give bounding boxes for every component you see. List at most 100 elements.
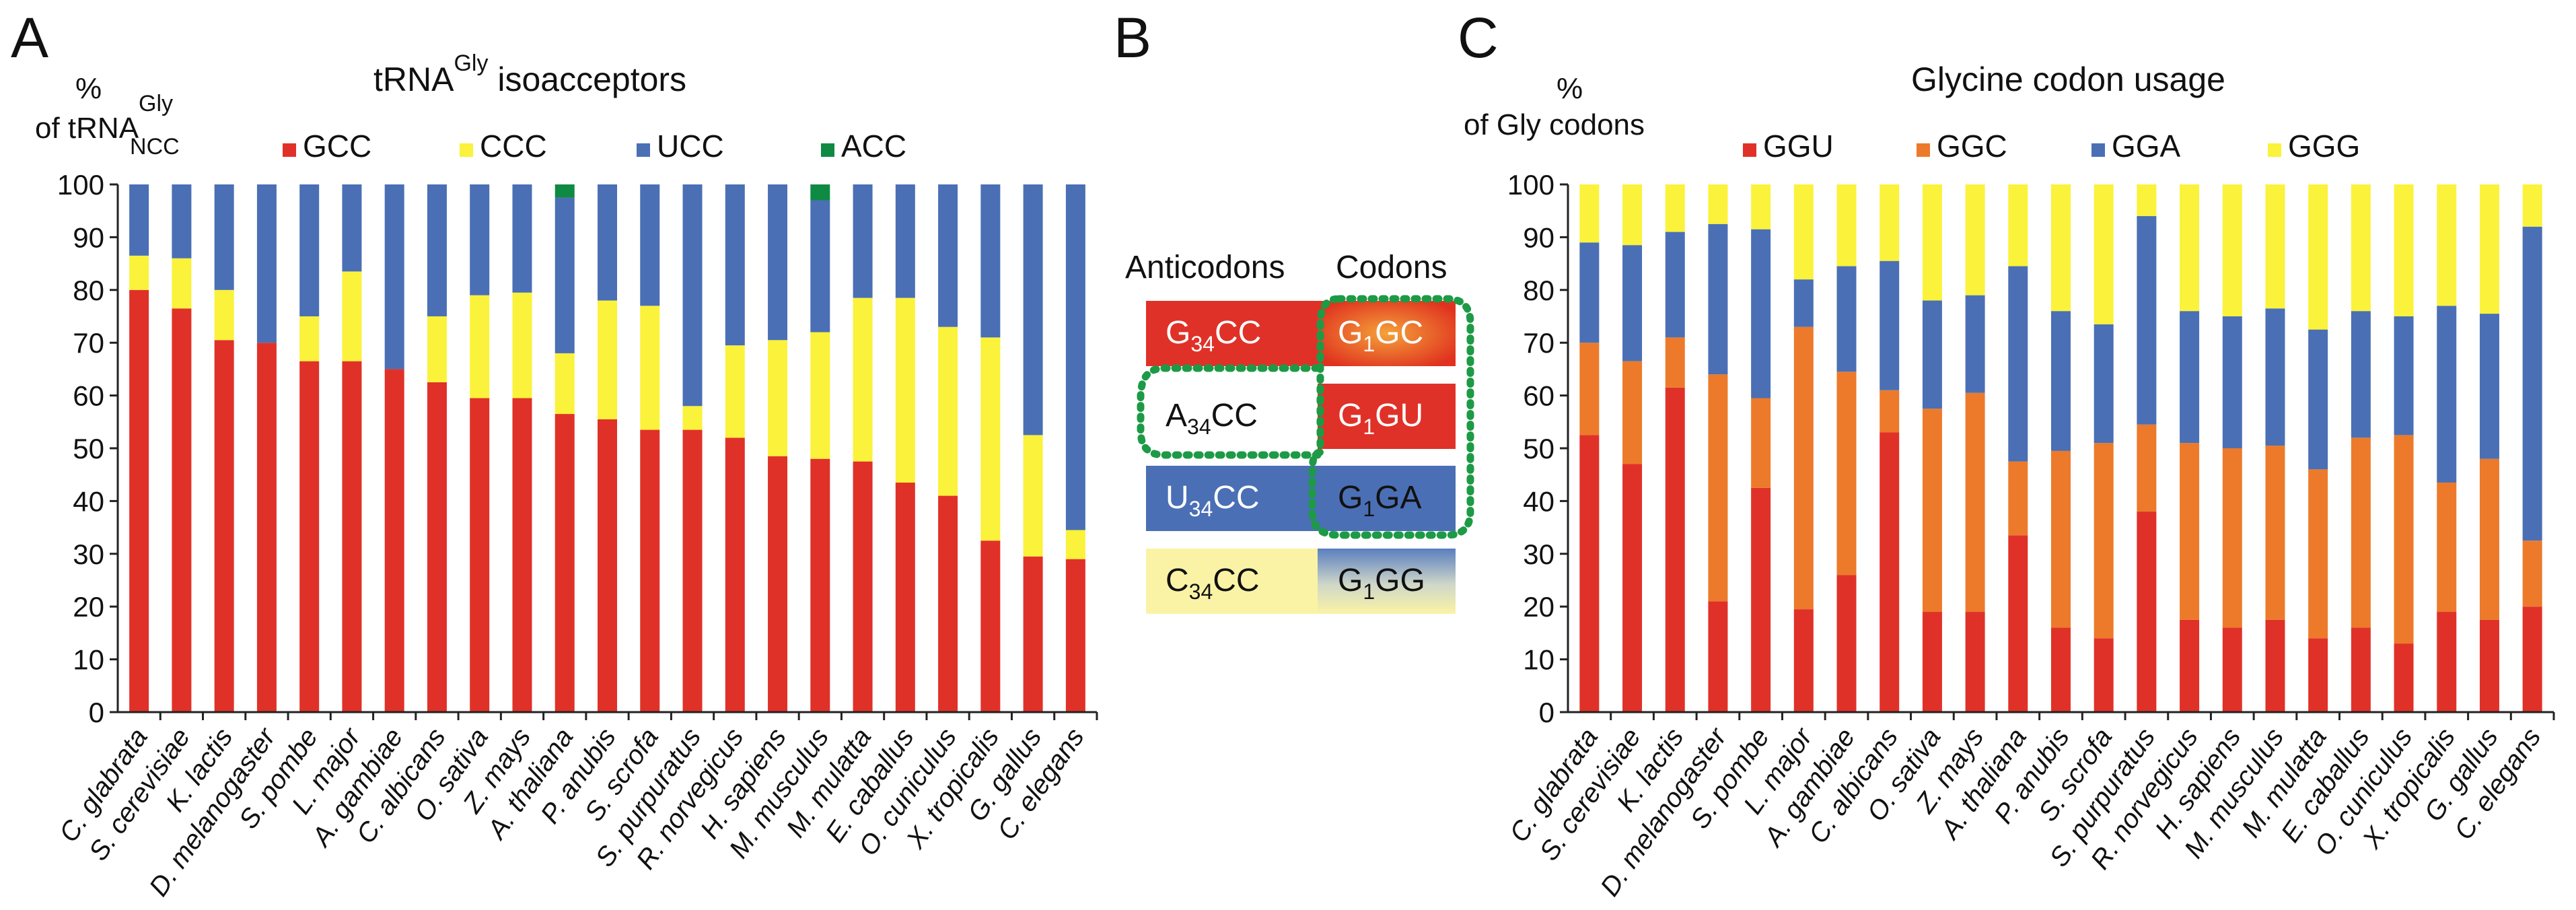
panel-c-bar-ggg	[2308, 184, 2328, 330]
panel-c-bar-ggu	[1751, 487, 1771, 712]
panel-a-ylabel-line1: %	[75, 72, 102, 105]
anticodon-c-post: CC	[1213, 563, 1259, 598]
codon-gg-pre: G	[1338, 563, 1363, 598]
legend-swatch-gga	[2091, 143, 2105, 157]
panel-a-bar-ucc	[1023, 184, 1043, 435]
panel-a-bar-gcc	[810, 458, 830, 712]
panel-a-bar-gcc	[1023, 556, 1043, 712]
panel-c-bar-gga	[1965, 295, 1985, 393]
panel-a-letter: A	[11, 6, 48, 69]
codon-gg-sub: 1	[1363, 580, 1375, 604]
panel-a-y-tick-label: 100	[57, 169, 104, 201]
panel-c-bar-ggu	[2351, 627, 2371, 712]
panel-a-bar-ucc	[256, 184, 277, 343]
codon-ga-sub: 1	[1363, 497, 1375, 521]
panel-c-y-tick-label: 0	[1539, 697, 1554, 728]
panel-c-bar-ggg	[1751, 184, 1771, 230]
panel-a-bar-ccc	[768, 340, 788, 456]
panel-a-bar-gcc	[768, 456, 788, 712]
panel-a-title-rest: isoacceptors	[488, 61, 686, 98]
panel-a-ylabel-line2: of tRNAGly NCC	[35, 91, 180, 160]
panel-a-bar-ccc	[1065, 530, 1085, 559]
panel-a-y-tick-label: 60	[73, 380, 104, 412]
panel-c-y-tick-label: 10	[1523, 644, 1554, 676]
panel-a-bar-ccc	[512, 292, 532, 398]
panel-a-bar-gcc	[172, 308, 192, 712]
panel-c-bar-ggg	[2437, 184, 2457, 306]
anticodon-box-u34cc	[1146, 466, 1318, 531]
legend-label-ggc: GGC	[1937, 129, 2007, 164]
panel-a-bar-ucc	[554, 197, 575, 353]
panel-c-bar-gga	[2308, 329, 2328, 470]
panel-a-bar-gcc	[512, 398, 532, 712]
panel-c-bar-ggu	[1665, 387, 1685, 712]
panel-a-bar-gcc	[853, 461, 873, 712]
panel-c-y-tick-label: 20	[1523, 591, 1554, 623]
panel-b-letter: B	[1114, 6, 1151, 69]
anticodon-a-pre: A	[1166, 398, 1187, 433]
panel-c-y-tick-label: 70	[1523, 327, 1554, 359]
panel-c-bar-ggg	[2222, 184, 2242, 316]
panel-c-bar-gga	[2094, 324, 2114, 444]
legend-swatch-acc	[821, 143, 834, 157]
anticodon-label-u34cc: U34CC	[1166, 480, 1260, 521]
panel-a-bar-gcc	[682, 429, 703, 712]
panel-a-bar-ccc	[810, 332, 830, 459]
panel-a-bar-ucc	[129, 184, 149, 256]
panel-c-bar-ggg	[1965, 184, 1985, 295]
panel-c-bar-ggu	[2180, 619, 2200, 712]
anticodon-g-post: CC	[1215, 315, 1261, 351]
panel-c-bar-ggc	[2437, 482, 2457, 612]
panel-c-bar-ggu	[1793, 609, 1814, 712]
panel-c-bar-gga	[2351, 311, 2371, 438]
panel-c-bar-ggc	[1965, 392, 1985, 612]
panel-c-bar-ggg	[2180, 184, 2200, 312]
panel-c-letter: C	[1458, 6, 1499, 69]
panel-a-bar-ucc	[682, 184, 703, 407]
legend-label-gga: GGA	[2112, 129, 2181, 164]
panel-c-bar-ggg	[1665, 184, 1685, 232]
panel-c-bar-ggu	[2308, 638, 2328, 712]
panel-c-bar-ggg	[1579, 184, 1600, 243]
panel-c-bar-gga	[2008, 266, 2028, 462]
panel-a-bar-gcc	[1065, 559, 1085, 712]
panel-c-bar-ggg	[2051, 184, 2071, 312]
panel-a-bar-ucc	[938, 184, 958, 327]
anticodon-box-c34cc	[1146, 549, 1318, 614]
panel-c-bar-ggu	[1622, 464, 1643, 712]
codon-box-g1gu	[1318, 384, 1456, 449]
panel-c-bar-gga	[2522, 226, 2542, 541]
panel-a-y-tick-label: 70	[73, 327, 104, 359]
legend-swatch-ggu	[1743, 143, 1756, 157]
panel-a-bar-ucc	[768, 184, 788, 341]
panel-a-bar-ucc	[427, 184, 447, 316]
panel-c-bar-ggc	[1836, 372, 1857, 575]
panel-a-bar-ccc	[725, 345, 745, 438]
codon-gg-post: GG	[1375, 563, 1425, 598]
panel-c-ylabel-line2: of Gly codons	[1464, 108, 1645, 141]
panel-a-bar-ccc	[427, 316, 447, 382]
panel-c-bar-ggg	[2094, 184, 2114, 324]
panel-a-bar-ucc	[470, 184, 490, 295]
panel-c-bar-ggu	[2394, 643, 2414, 712]
panel-a-bar-ccc	[598, 300, 617, 419]
panel-a-bar-ccc	[172, 258, 192, 309]
panel-a-bar-ucc	[299, 184, 320, 316]
panel-c-bar-ggu	[1708, 601, 1728, 712]
panel-a-y-tick-label: 0	[89, 697, 104, 728]
panel-c-bar-gga	[2394, 316, 2414, 435]
panel-a-bar-ccc	[129, 255, 149, 290]
panel-c-bar-ggu	[2437, 612, 2457, 712]
codon-box-g1ga	[1318, 466, 1456, 531]
panel-c-bar-ggc	[2522, 540, 2542, 607]
legend-swatch-ggg	[2268, 143, 2281, 157]
panel-a-y-tick-label: 90	[73, 221, 104, 253]
anticodon-c-pre: C	[1166, 563, 1189, 598]
anticodon-u-post: CC	[1213, 480, 1259, 516]
panel-a-y-tick-label: 40	[73, 485, 104, 517]
panel-c-bar-gga	[2265, 308, 2285, 446]
panel-a-bar-ccc	[342, 271, 362, 361]
panel-c-bar-ggc	[1622, 361, 1643, 464]
panel-a-ylabel-sub: NCC	[130, 134, 180, 160]
